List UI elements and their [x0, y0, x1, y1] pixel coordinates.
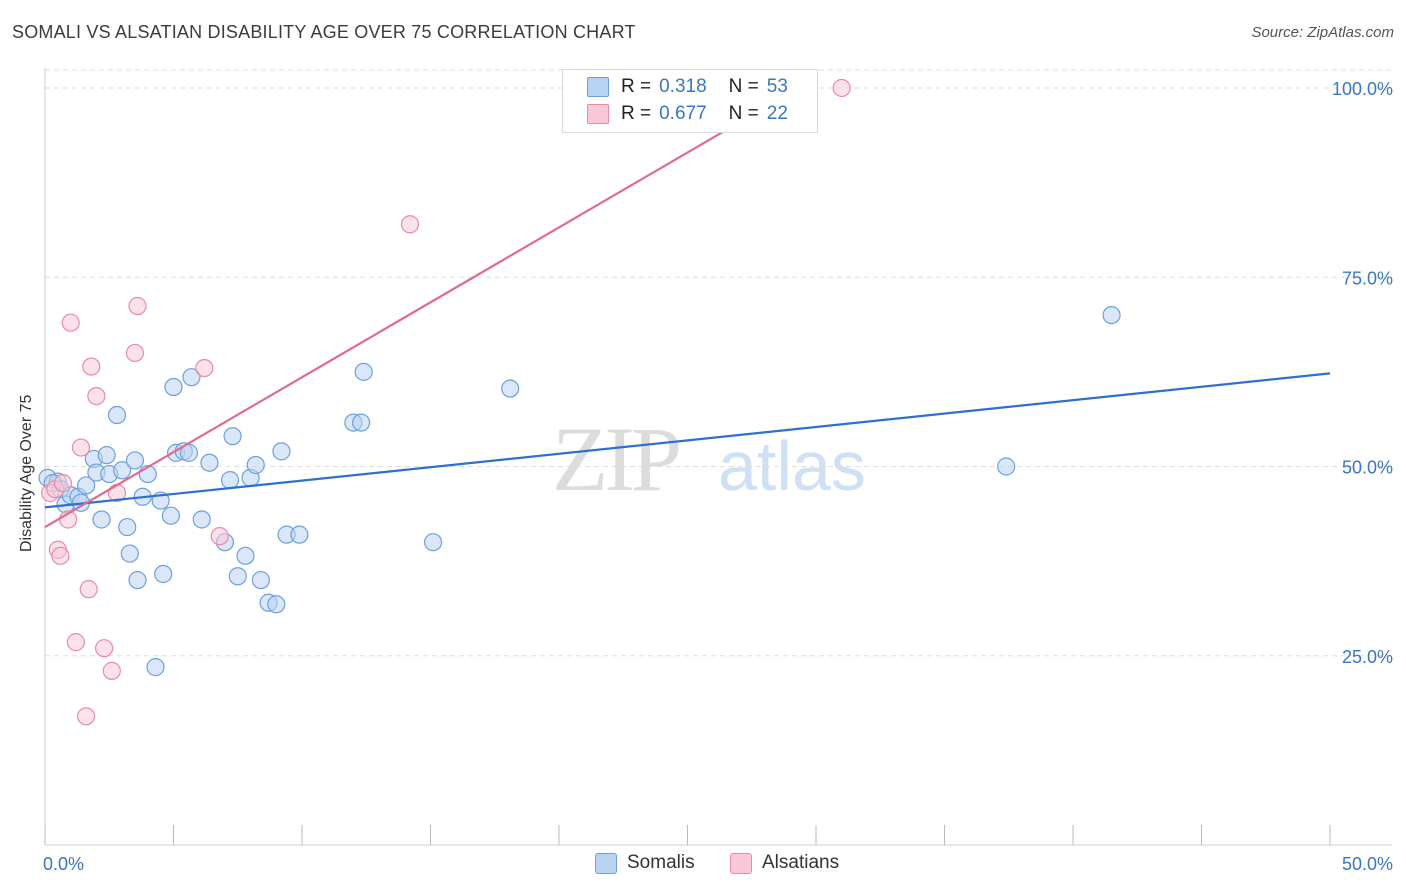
legend-item-alsatians[interactable]: Alsatians [730, 852, 839, 874]
alsatian-swatch [587, 104, 609, 124]
axes [44, 68, 1392, 846]
watermark: ZIP atlas [552, 408, 866, 510]
alsatian-n-value: 22 [766, 103, 788, 124]
somali-point-39 [251, 570, 270, 590]
legend-item-somalis[interactable]: Somalis [595, 852, 695, 874]
somali-point-21 [146, 658, 165, 677]
alsatian-point-9 [79, 580, 98, 599]
somali-point-25 [164, 377, 183, 397]
somali-point-17 [125, 451, 145, 470]
alsatian-points [41, 78, 851, 726]
y-tick-label-50: 50.0% [1342, 458, 1393, 478]
tick-labels: 25.0% 50.0% 75.0% 100.0% 0.0% 50.0% [43, 79, 1393, 874]
alsatian-point-20 [832, 78, 851, 98]
alsatians-legend-label: Alsatians [762, 852, 840, 873]
y-tick-label-75: 75.0% [1342, 268, 1393, 288]
x-tick-label-0: 0.0% [43, 854, 84, 874]
alsatian-point-13 [102, 661, 121, 680]
x-tick-label-1: 50.0% [1342, 854, 1393, 874]
somali-point-11 [97, 446, 116, 465]
somali-point-15 [118, 517, 137, 537]
somali-swatch [587, 77, 609, 97]
y-tick-label-100: 100.0% [1332, 79, 1393, 99]
somali-point-23 [154, 564, 173, 584]
alsatian-point-17 [195, 358, 214, 378]
somali-point-16 [120, 544, 139, 563]
somali-point-31 [200, 453, 219, 472]
alsatian-point-7 [71, 438, 91, 457]
alsatian-point-10 [82, 357, 101, 376]
alsatian-point-5 [61, 313, 80, 332]
somali-point-29 [182, 368, 201, 387]
alsatian-r-label: R = [621, 103, 652, 124]
alsatian-point-12 [95, 639, 114, 658]
chart-source: Source: ZipAtlas.com [1251, 24, 1394, 41]
watermark-zip: ZIP [552, 408, 679, 510]
legend-row-somali: R = 0.318 N = 53 [587, 74, 788, 100]
somali-n-label: N = [728, 76, 759, 97]
somali-point-47 [354, 362, 373, 381]
alsatian-trend-line [44, 94, 786, 529]
gridlines [45, 69, 1392, 657]
alsatian-point-15 [125, 343, 145, 363]
somali-point-46 [352, 413, 371, 432]
somali-point-35 [228, 567, 247, 586]
somali-point-38 [246, 455, 265, 475]
alsatian-point-11 [87, 386, 106, 406]
somali-point-30 [192, 510, 211, 529]
trend-lines [44, 94, 1331, 529]
somali-trend-line [44, 372, 1331, 509]
somali-r-value: 0.318 [659, 76, 707, 97]
alsatian-point-8 [77, 707, 96, 726]
somali-n-value: 53 [766, 76, 788, 97]
somali-point-24 [161, 506, 181, 525]
alsatian-point-18 [210, 527, 229, 546]
somali-point-42 [272, 442, 291, 461]
somali-point-34 [223, 427, 242, 446]
somali-point-10 [92, 510, 111, 529]
legend-row-alsatian: R = 0.677 N = 22 [587, 101, 788, 127]
somali-points [38, 306, 1121, 677]
somali-point-51 [1102, 306, 1121, 325]
somali-point-50 [997, 457, 1016, 476]
stats-legend: R = 0.318 N = 53 R = 0.677 N = 22 [562, 69, 818, 133]
somali-point-36 [236, 546, 255, 565]
alsatian-point-6 [66, 633, 85, 652]
series-legend: Somalis Alsatians [0, 852, 1406, 876]
alsatian-r-value: 0.677 [659, 103, 707, 124]
y-tick-label-25: 25.0% [1342, 647, 1393, 667]
somali-r-label: R = [621, 76, 652, 97]
somali-point-18 [128, 570, 147, 590]
alsatians-legend-swatch [730, 852, 752, 874]
somali-point-7 [77, 476, 96, 495]
alsatian-point-3 [51, 546, 70, 565]
somali-point-48 [423, 533, 443, 552]
alsatian-point-19 [400, 215, 420, 234]
somalis-legend-swatch [595, 852, 617, 874]
alsatian-point-21 [53, 474, 73, 493]
y-axis-label: Disability Age Over 75 [18, 394, 35, 552]
alsatian-n-label: N = [728, 103, 759, 124]
somali-point-44 [290, 525, 309, 544]
somali-point-49 [501, 379, 520, 398]
chart-title: SOMALI VS ALSATIAN DISABILITY AGE OVER 7… [12, 22, 636, 42]
somali-point-33 [220, 471, 240, 490]
somali-point-41 [267, 595, 286, 614]
alsatian-point-16 [128, 296, 147, 316]
somali-point-14 [112, 461, 132, 480]
somalis-legend-label: Somalis [627, 852, 695, 873]
somali-point-13 [107, 405, 127, 425]
